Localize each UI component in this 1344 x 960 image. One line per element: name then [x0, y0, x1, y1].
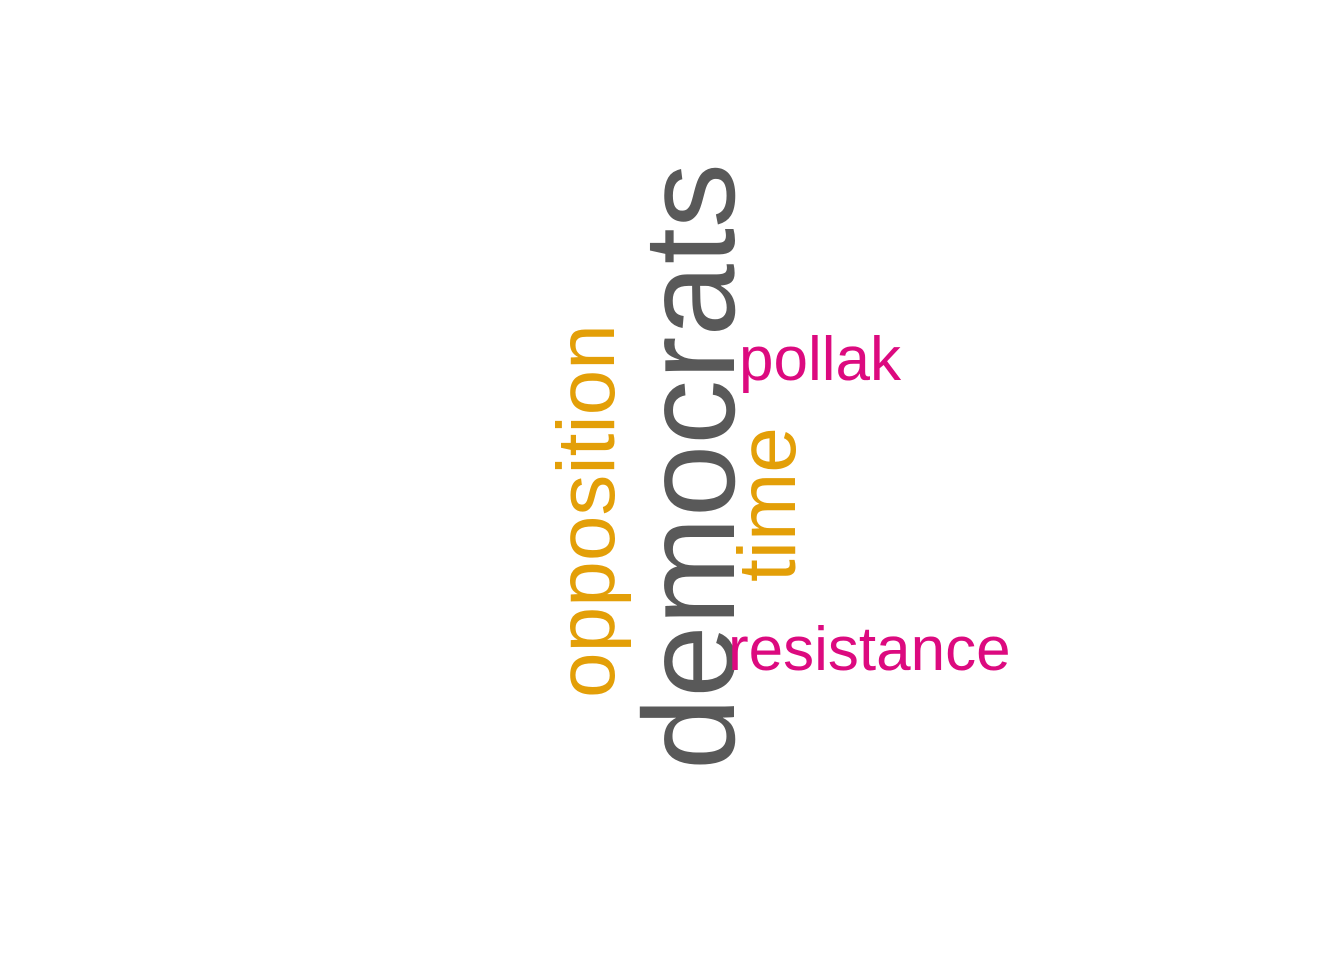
word-opposition: opposition — [541, 324, 632, 698]
word-time: time — [722, 427, 813, 582]
word-pollak: pollak — [739, 325, 901, 394]
word-resistance: resistance — [728, 615, 1011, 684]
